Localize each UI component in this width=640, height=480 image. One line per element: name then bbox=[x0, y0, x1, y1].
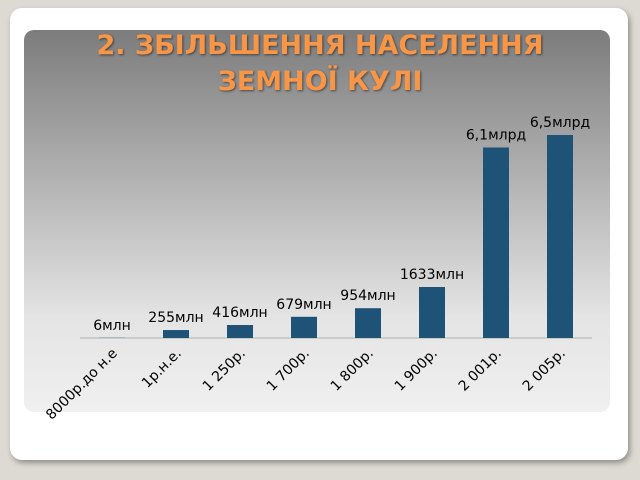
data-label: 679млн bbox=[276, 297, 331, 313]
plot-background bbox=[24, 30, 610, 412]
data-label: 6млн bbox=[93, 318, 131, 334]
bar bbox=[227, 325, 253, 338]
data-label: 954млн bbox=[340, 288, 395, 304]
data-label: 6,5млрд bbox=[530, 115, 590, 131]
bar bbox=[163, 330, 189, 338]
data-label: 6,1млрд bbox=[466, 127, 526, 143]
data-label: 255млн bbox=[148, 310, 203, 326]
bar bbox=[291, 316, 317, 338]
bar bbox=[419, 287, 445, 338]
bar bbox=[483, 147, 509, 338]
bar bbox=[547, 135, 573, 338]
data-label: 1633млн bbox=[400, 267, 464, 283]
data-label: 416млн bbox=[212, 305, 267, 321]
bar bbox=[355, 308, 381, 338]
chart-title: 2. ЗБІЛЬШЕННЯ НАСЕЛЕННЯ ЗЕМНОЇ КУЛІ bbox=[96, 30, 544, 97]
